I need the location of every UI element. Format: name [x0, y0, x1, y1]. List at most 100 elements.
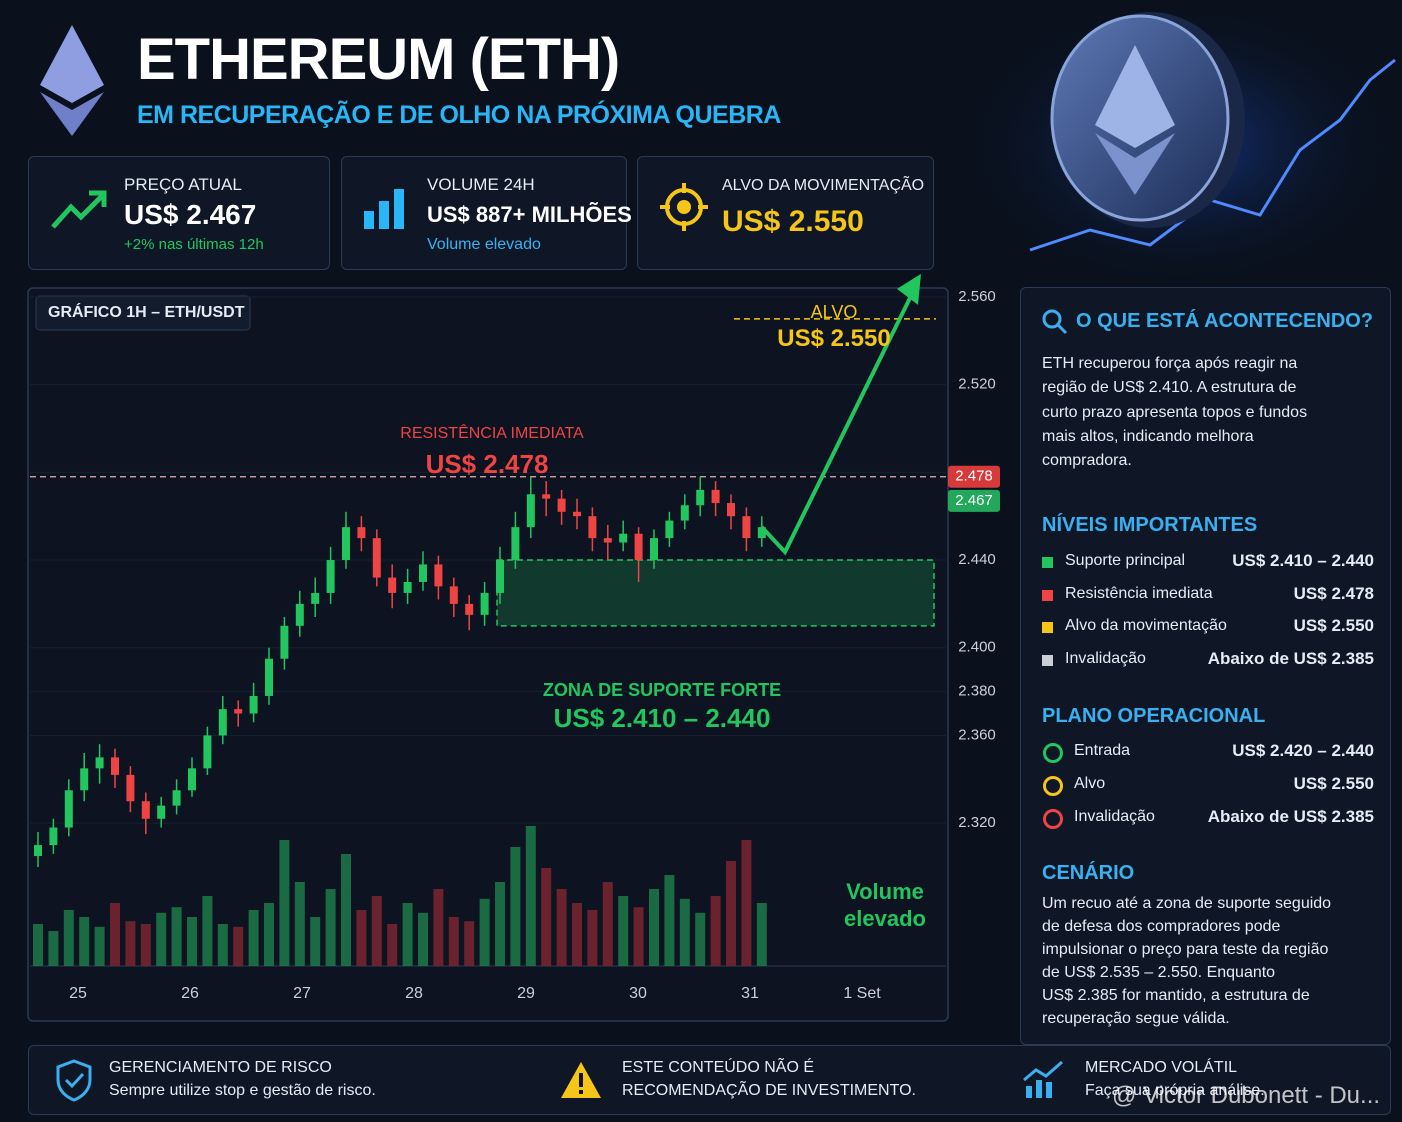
chart-badge [35, 295, 251, 331]
volume-bar [495, 882, 505, 966]
card-label: VOLUME 24H [427, 175, 535, 194]
plot: 2.5602.5202.4802.4402.4002.3602.3802.320… [30, 273, 1000, 1002]
coin-logo [1095, 45, 1175, 148]
paragraph-line: Um recuo até a zona de suporte seguido [1042, 895, 1332, 912]
candle-body [249, 695, 258, 714]
volume-bar [649, 889, 659, 966]
plan-icon [1043, 776, 1063, 796]
candle-body [511, 527, 520, 561]
support-label: US$ 2.410 – 2.440 [553, 703, 771, 733]
candle-body [49, 827, 58, 846]
volume-bar [248, 910, 259, 966]
chart-badge-text: GRÁFICO 1H – ETH/USDT [48, 304, 245, 321]
footer-title: ESTE CONTEÚDO NÃO É [622, 1059, 815, 1076]
volume-bar [171, 907, 182, 966]
level-value: Abaixo de US$ 2.385 [1207, 649, 1374, 669]
volume-bar [110, 903, 120, 966]
footer-title: GERENCIAMENTO DE RISCO [109, 1059, 332, 1076]
volume-bar [433, 889, 444, 966]
volume-bar [664, 875, 675, 966]
decor-line [1029, 58, 1396, 252]
chart-panel [27, 287, 949, 1022]
paragraph-line: impulsionar o preço para teste da região [1042, 941, 1329, 958]
card: ALVO DA MOVIMENTAÇÃO US$ 2.550 [637, 156, 934, 270]
candle-body [326, 560, 335, 593]
candle-body [680, 505, 689, 521]
paragraph-line: curto prazo apresenta topos e fundos [1042, 403, 1308, 421]
volume-bar [264, 903, 274, 966]
candle-body [419, 564, 427, 582]
card-value: US$ 2.550 [722, 205, 864, 238]
x-tick-label: 25 [69, 985, 87, 1002]
candle-body [526, 494, 535, 528]
candle-body [711, 489, 720, 504]
footer-text: Sempre utilize stop e gestão de risco. [109, 1082, 376, 1099]
volume-bar [279, 840, 290, 966]
volume-bar [187, 917, 197, 966]
eth-logo [40, 92, 104, 136]
volume-bar [618, 896, 629, 966]
candle-body [218, 709, 227, 736]
candle-body [619, 533, 628, 543]
card-note: Volume elevado [427, 236, 541, 253]
candle-body [480, 592, 489, 615]
y-tick-label: 2.560 [958, 288, 996, 305]
y-tick-label: 2.360 [958, 726, 996, 743]
candle-body [126, 774, 135, 802]
volume-bar [541, 868, 552, 966]
icon [56, 1059, 92, 1102]
level-value: US$ 2.550 [1293, 616, 1374, 636]
volume-bar [341, 854, 351, 966]
candle-body [557, 498, 566, 512]
plan-name: Invalidação [1074, 808, 1155, 825]
plan-value: US$ 2.420 – 2.440 [1232, 741, 1374, 760]
level-value: US$ 2.478 [1293, 583, 1374, 603]
candle-body [742, 516, 751, 539]
volume-bar [633, 907, 644, 966]
volume-bar [726, 861, 736, 966]
paragraph-line: recuperação segue válida. [1042, 1010, 1230, 1027]
plan-name: Entrada [1074, 742, 1131, 759]
volume-note: Volume elevado [844, 879, 926, 931]
resistance-label: US$ 2.478 [425, 449, 549, 479]
side-panel: O QUE ESTÁ ACONTECENDO? ETH recuperou fo… [1020, 287, 1391, 1045]
volume-bar [464, 921, 475, 966]
volume-bar [202, 896, 213, 966]
candle-body [573, 511, 581, 517]
watermark: @ Victor Dubonett - Du... [1112, 1082, 1381, 1109]
x-tick-label: 31 [741, 985, 759, 1002]
candle-body [172, 790, 181, 806]
icon [561, 1062, 601, 1098]
card-label: ALVO DA MOVIMENTAÇÃO [722, 177, 925, 194]
volume-bar [371, 896, 382, 966]
candle-body [203, 735, 212, 769]
candle-body [696, 489, 705, 506]
card-note: +2% nas últimas 12h [124, 236, 264, 253]
card: PREÇO ATUAL US$ 2.467 +2% nas últimas 12… [28, 156, 330, 270]
footer: GERENCIAMENTO DE RISCO Sempre utilize st… [28, 1045, 1391, 1115]
level-value: US$ 2.410 – 2.440 [1232, 551, 1374, 570]
target-label: US$ 2.550 [777, 325, 891, 352]
section-title: PLANO OPERACIONAL [1042, 705, 1266, 727]
price-tag [948, 465, 1000, 488]
candle-body [357, 527, 366, 539]
support-zone [496, 559, 935, 627]
volume-bar [602, 882, 613, 966]
candle-body [650, 538, 658, 561]
y-tick-label: 2.320 [958, 814, 996, 831]
candle-body [665, 520, 674, 539]
volume-bar [741, 840, 752, 966]
volume-bar [525, 826, 536, 966]
candle-body [280, 625, 289, 659]
candle-body [295, 603, 304, 626]
candle-body [496, 560, 504, 593]
volume-bar [325, 889, 336, 966]
candle-body [588, 516, 597, 539]
candle-body [465, 603, 474, 615]
x-tick-label: 30 [629, 985, 647, 1002]
candle-body [141, 801, 150, 819]
candle-body [603, 538, 612, 543]
card-value: US$ 887+ MILHÕES [427, 202, 632, 227]
